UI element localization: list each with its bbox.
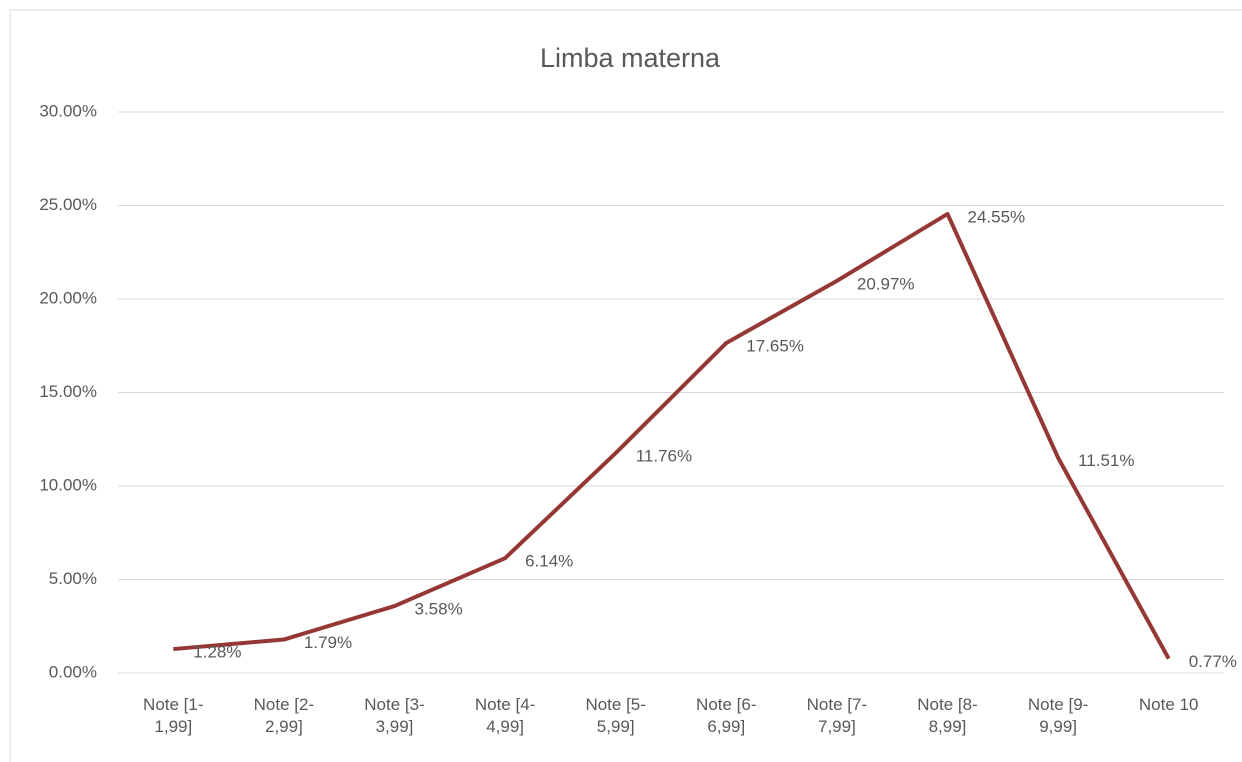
y-tick-label: 5.00% — [49, 569, 97, 588]
data-label: 1.28% — [193, 643, 241, 662]
data-label: 11.76% — [636, 447, 692, 466]
data-label: 1.79% — [304, 633, 352, 652]
data-label: 11.51% — [1078, 451, 1134, 470]
x-tick-label: Note [2-2,99] — [253, 695, 315, 736]
y-tick-label: 0.00% — [49, 662, 97, 681]
x-tick-label: Note [6-6,99] — [696, 695, 757, 736]
x-tick-label: Note [1-1,99] — [143, 695, 204, 736]
series-line — [173, 211, 1171, 660]
data-label: 6.14% — [525, 552, 573, 571]
y-tick-label: 30.00% — [39, 101, 97, 120]
x-tick-label: Note [8-8,99] — [917, 695, 978, 736]
data-label: 20.97% — [857, 274, 915, 293]
x-tick-label: Note [4-4,99] — [474, 695, 536, 736]
chart-frame — [9, 9, 1242, 762]
x-tick-label: Note 10 — [1138, 695, 1199, 714]
data-label: 3.58% — [415, 600, 463, 619]
y-tick-label: 20.00% — [39, 288, 97, 307]
y-tick-label: 10.00% — [39, 475, 97, 494]
chart-title: Limba materna — [540, 43, 721, 73]
y-tick-label: 25.00% — [39, 195, 97, 214]
y-tick-label: 15.00% — [39, 382, 97, 401]
x-tick-label: Note [9-9,99] — [1027, 695, 1089, 736]
x-tick-label: Note [7-7,99] — [806, 695, 868, 736]
x-tick-label: Note [5-5,99] — [585, 695, 646, 736]
data-label: 0.77% — [1189, 652, 1237, 671]
data-label: 17.65% — [746, 336, 804, 355]
x-tick-label: Note [3-3,99] — [364, 695, 425, 736]
data-label: 24.55% — [968, 207, 1026, 226]
